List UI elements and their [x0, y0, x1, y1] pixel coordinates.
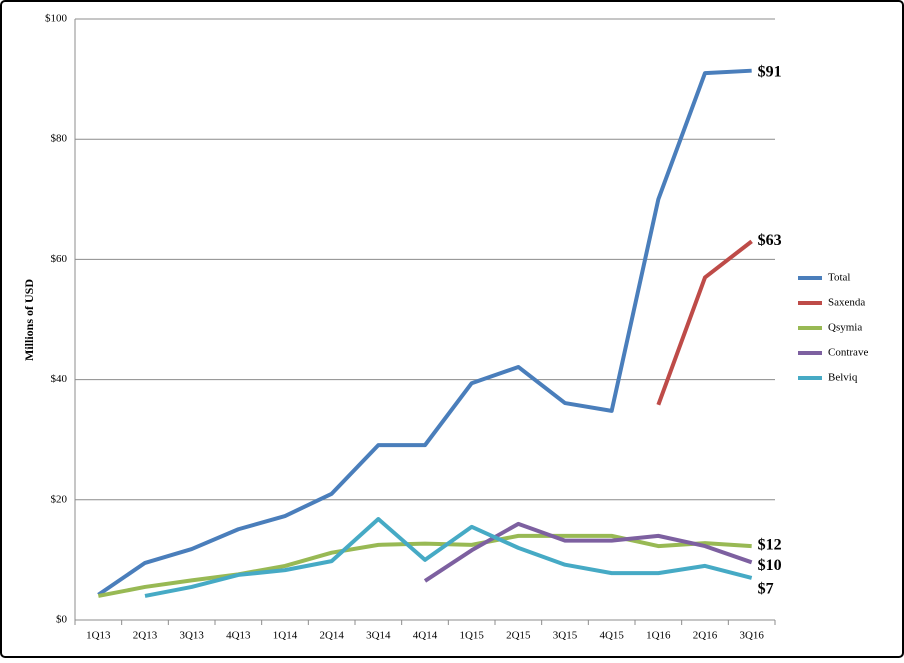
legend-label: Contrave: [828, 347, 868, 359]
end-label: $63: [758, 232, 782, 249]
x-tick-label: 4Q14: [413, 630, 438, 642]
series-line: [97, 533, 752, 598]
y-tick-label: $80: [51, 133, 68, 145]
series-line: [423, 521, 753, 583]
end-label: $91: [758, 63, 782, 80]
x-tick-label: 3Q15: [553, 630, 578, 642]
x-tick-label: 1Q16: [646, 630, 671, 642]
legend-label: Total: [828, 272, 850, 284]
series-line: [656, 239, 753, 406]
x-tick-label: 3Q14: [366, 630, 391, 642]
series-line: [97, 68, 752, 597]
x-tick-label: 1Q15: [459, 630, 484, 642]
end-label: $10: [758, 557, 782, 574]
y-tick-label: $40: [51, 373, 68, 385]
x-tick-label: 2Q15: [506, 630, 531, 642]
x-tick-label: 2Q16: [693, 630, 718, 642]
y-tick-label: $20: [51, 493, 68, 505]
end-label: $12: [758, 537, 782, 554]
x-tick-label: 3Q13: [179, 630, 204, 642]
legend-label: Belviq: [828, 372, 858, 384]
end-label: $7: [758, 581, 774, 598]
y-axis-label: Millions of USD: [22, 279, 36, 361]
x-tick-label: 2Q13: [133, 630, 158, 642]
x-tick-label: 1Q14: [273, 630, 298, 642]
x-tick-label: 1Q13: [86, 630, 111, 642]
x-tick-label: 2Q14: [319, 630, 344, 642]
y-tick-label: $60: [51, 253, 68, 265]
y-tick-label: $100: [45, 13, 68, 25]
legend-label: Qsymia: [828, 322, 862, 334]
x-tick-label: 4Q13: [226, 630, 251, 642]
x-tick-label: 4Q15: [599, 630, 624, 642]
x-tick-label: 3Q16: [739, 630, 764, 642]
y-tick-label: $0: [56, 614, 68, 626]
legend-label: Saxenda: [828, 297, 865, 309]
series-line: [144, 517, 753, 598]
